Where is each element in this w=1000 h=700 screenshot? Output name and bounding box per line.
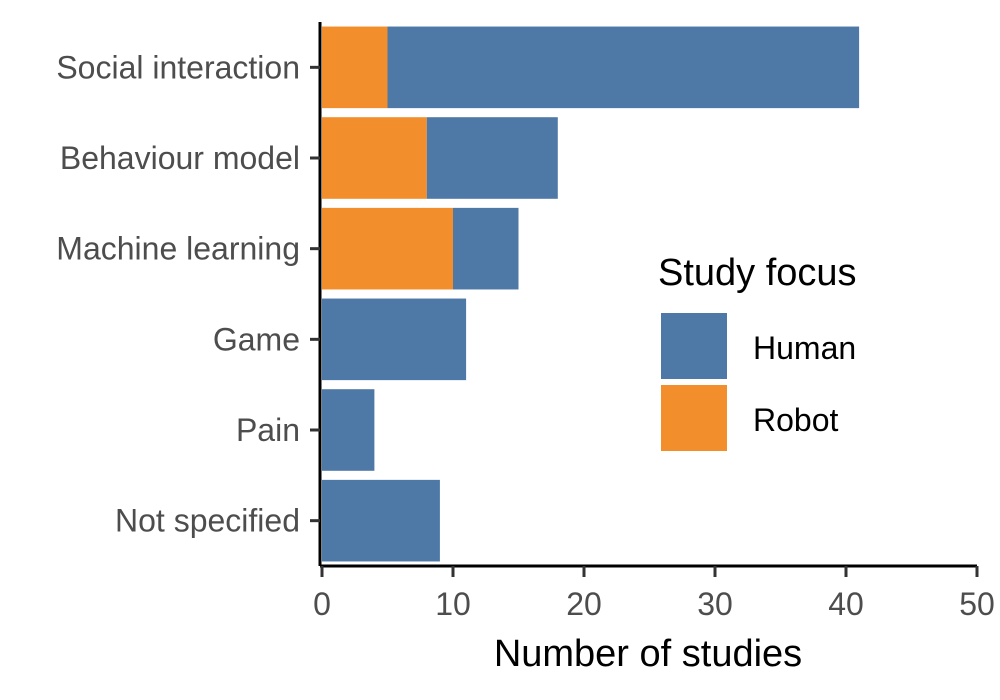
legend-swatch-robot	[661, 385, 727, 451]
y-ticks-group: Social interaction Behaviour model Machine…	[56, 49, 320, 539]
bar-human-game	[322, 298, 467, 381]
legend: Study focus Human Robot	[658, 252, 857, 451]
y-tick-label: Pain	[236, 412, 300, 448]
legend-swatch-human	[661, 313, 727, 379]
bar-robot-behaviour-model	[322, 117, 427, 199]
bar-human-pain	[322, 389, 375, 471]
y-tick-label: Not specified	[115, 503, 300, 539]
y-tick-label: Machine learning	[56, 231, 300, 267]
x-tick-label: 50	[959, 586, 995, 622]
bar-human-machine-learning	[453, 207, 519, 290]
bar-human-not-specified	[322, 479, 440, 562]
legend-label-human: Human	[753, 330, 856, 366]
bar-robot-social-interaction	[322, 26, 388, 109]
x-tick-label: 40	[828, 586, 864, 622]
x-axis-title: Number of studies	[494, 633, 802, 675]
legend-title: Study focus	[658, 252, 857, 294]
y-tick-label: Behaviour model	[60, 140, 300, 176]
x-tick-label: 30	[697, 586, 733, 622]
bar-robot-machine-learning	[322, 207, 453, 290]
y-tick-label: Social interaction	[56, 49, 300, 85]
bar-human-behaviour-model	[426, 117, 558, 199]
bar-human-social-interaction	[387, 26, 860, 109]
bars-group	[322, 26, 860, 562]
axes-group	[318, 22, 977, 568]
x-tick-label: 0	[313, 586, 331, 622]
legend-label-robot: Robot	[753, 402, 839, 438]
x-ticks-group: 0 10 20 30 40 50	[313, 566, 995, 622]
legend-items: Human Robot	[661, 313, 856, 451]
x-tick-label: 10	[435, 586, 471, 622]
x-tick-label: 20	[566, 586, 602, 622]
y-tick-label: Game	[213, 321, 300, 357]
